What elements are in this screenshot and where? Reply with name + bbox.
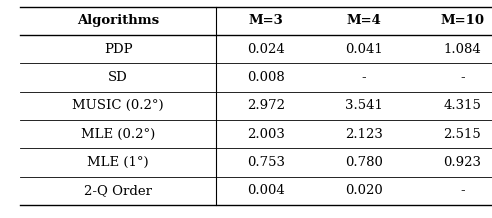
Text: 0.004: 0.004	[247, 184, 284, 197]
Text: -: -	[460, 71, 465, 84]
Text: 0.780: 0.780	[345, 156, 383, 169]
Text: 2.123: 2.123	[345, 128, 383, 141]
Text: SD: SD	[108, 71, 128, 84]
Text: -: -	[460, 184, 465, 197]
Text: PDP: PDP	[104, 43, 132, 56]
Text: 2-Q Order: 2-Q Order	[84, 184, 152, 197]
Text: 0.008: 0.008	[247, 71, 284, 84]
Text: 0.753: 0.753	[246, 156, 285, 169]
Text: -: -	[362, 71, 367, 84]
Text: 0.041: 0.041	[345, 43, 383, 56]
Text: MLE (1°): MLE (1°)	[87, 156, 149, 169]
Text: 3.541: 3.541	[345, 99, 383, 112]
Text: 2.003: 2.003	[247, 128, 284, 141]
Text: 4.315: 4.315	[444, 99, 481, 112]
Text: 0.020: 0.020	[345, 184, 383, 197]
Text: 0.024: 0.024	[247, 43, 284, 56]
Text: MLE (0.2°): MLE (0.2°)	[81, 128, 155, 141]
Text: 0.923: 0.923	[443, 156, 482, 169]
Text: MUSIC (0.2°): MUSIC (0.2°)	[72, 99, 164, 112]
Text: 1.084: 1.084	[444, 43, 481, 56]
Text: M=3: M=3	[248, 14, 283, 27]
Text: Algorithms: Algorithms	[77, 14, 159, 27]
Text: M=10: M=10	[440, 14, 485, 27]
Text: 2.515: 2.515	[444, 128, 481, 141]
Text: 2.972: 2.972	[246, 99, 285, 112]
Text: M=4: M=4	[347, 14, 381, 27]
